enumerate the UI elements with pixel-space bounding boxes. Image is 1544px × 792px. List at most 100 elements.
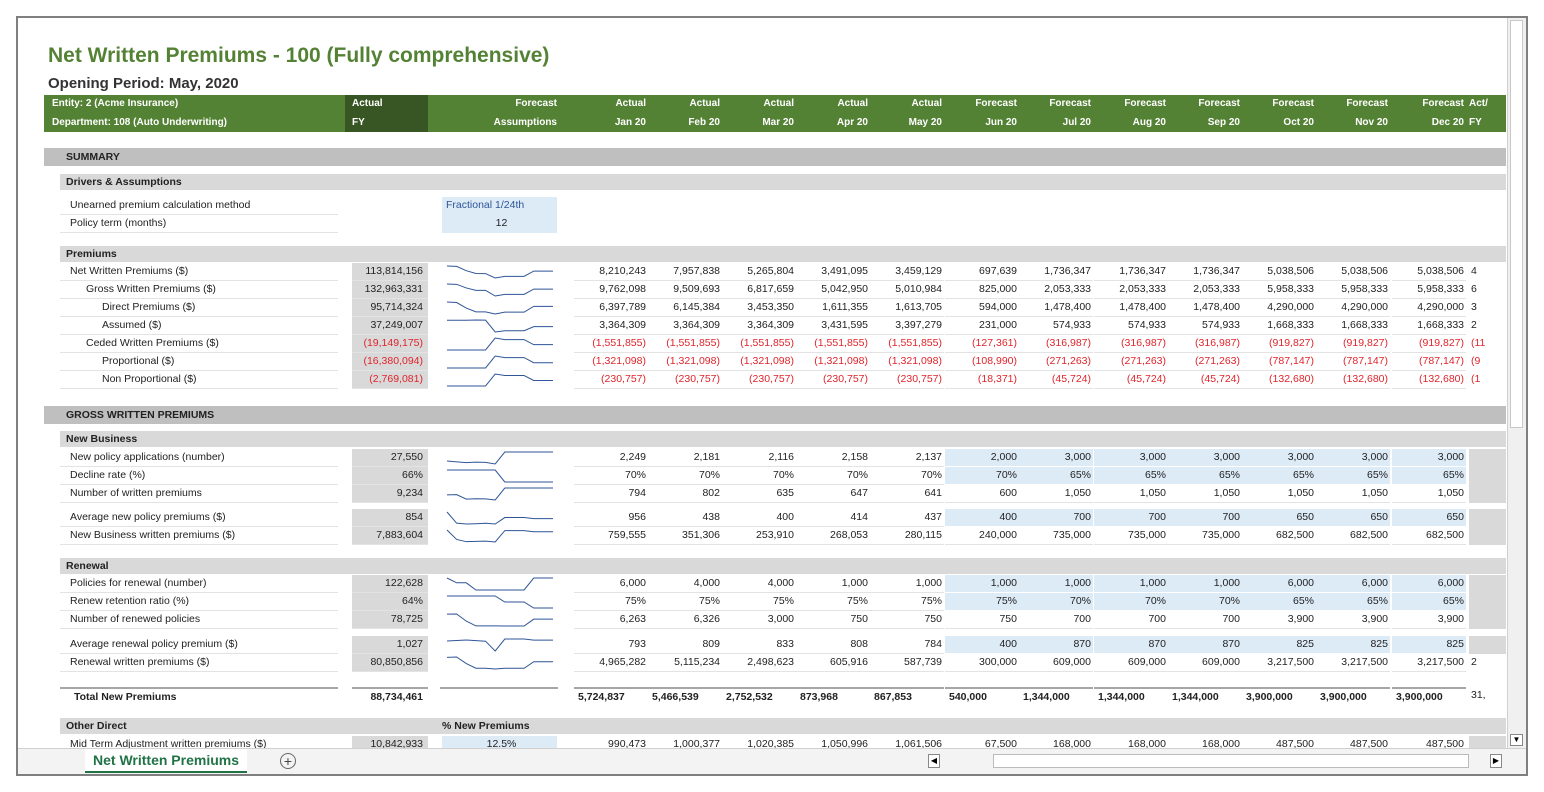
- month-cell: 2,053,333: [1168, 281, 1242, 299]
- month-cell: 600: [945, 485, 1019, 503]
- month-cell: 3,900: [1392, 611, 1466, 629]
- month-cell: 3,364,309: [648, 317, 722, 335]
- month-cell: 700: [1094, 509, 1168, 527]
- month-cell: 1,050: [1019, 485, 1093, 503]
- month-cell: 6,000: [1242, 575, 1316, 593]
- month-cell: (787,147): [1316, 353, 1390, 371]
- scroll-thumb[interactable]: [1510, 20, 1523, 428]
- month-cell: 487,500: [1316, 736, 1390, 748]
- next-column-cell: [1469, 636, 1506, 654]
- scroll-left[interactable]: ◀: [928, 754, 940, 768]
- sparkline: [447, 355, 553, 369]
- sparkline: [446, 577, 553, 591]
- month-cell: 1,000: [945, 575, 1019, 593]
- month-cell: 4,290,000: [1242, 299, 1316, 317]
- row-label: New Business written premiums ($): [60, 527, 338, 545]
- month-cell: 594,000: [945, 299, 1019, 317]
- assumption-cell: Fractional 1/24th: [442, 197, 557, 215]
- month-cell: (132,680): [1392, 371, 1466, 389]
- month-cell: 487,500: [1242, 736, 1316, 748]
- month-cell: 635: [722, 485, 796, 503]
- month-cell: 802: [648, 485, 722, 503]
- month-cell: 825: [1316, 636, 1390, 654]
- row-label: Number of renewed policies: [60, 611, 338, 629]
- next-column-cell: (11: [1471, 337, 1486, 349]
- tab-bar: Net Written Premiums + ◀ ▶: [18, 748, 1526, 774]
- month-cell: 700: [1168, 611, 1242, 629]
- month-cell: 67,500: [945, 736, 1019, 748]
- month-cell: (132,680): [1242, 371, 1316, 389]
- month-cell: 605,916: [796, 654, 870, 672]
- month-cell: 75%: [574, 593, 648, 611]
- fy-cell: 122,628: [352, 575, 428, 593]
- fy-cell: (16,380,094): [352, 353, 428, 371]
- section-bar: GROSS WRITTEN PREMIUMS: [44, 406, 1506, 424]
- fy-cell: 9,234: [352, 485, 428, 503]
- row-label: Mid Term Adjustment written premiums ($): [60, 736, 338, 748]
- month-cell: 3,453,350: [722, 299, 796, 317]
- month-cell: 1,668,333: [1392, 317, 1466, 335]
- month-cell: 1,050: [1168, 485, 1242, 503]
- month-cell: 1,000: [1168, 575, 1242, 593]
- month-cell: 75%: [796, 593, 870, 611]
- next-column-cell: [1469, 611, 1506, 629]
- month-cell: 5,038,506: [1316, 263, 1390, 281]
- month-cell: 1,061,506: [870, 736, 944, 748]
- month-cell: 253,910: [722, 527, 796, 545]
- month-cell: 825: [1242, 636, 1316, 654]
- month-cell: (1,551,855): [722, 335, 796, 353]
- fy-cell: 95,714,324: [352, 299, 428, 317]
- scroll-down[interactable]: ▼: [1510, 734, 1523, 746]
- assumption-cell: 12.5%: [442, 736, 557, 748]
- row-label: Number of written premiums: [60, 485, 338, 503]
- month-cell: 65%: [1168, 467, 1242, 485]
- next-column-cell: [1469, 575, 1506, 593]
- fy-cell: 132,963,331: [352, 281, 428, 299]
- next-column-cell: 2: [1471, 656, 1477, 668]
- month-cell: 70%: [870, 467, 944, 485]
- sparkline-line: [446, 301, 553, 315]
- column-header: Forecast: [1049, 98, 1091, 109]
- month-cell: 750: [796, 611, 870, 629]
- month-cell: 4,290,000: [1392, 299, 1466, 317]
- column-header: Forecast: [515, 98, 557, 109]
- month-cell: (271,263): [1168, 353, 1242, 371]
- next-column-cell: 31,: [1471, 689, 1486, 701]
- month-cell: 609,000: [1168, 654, 1242, 672]
- next-column-cell: [1469, 509, 1506, 527]
- next-column-cell: (9: [1471, 355, 1481, 367]
- month-cell: 2,137: [870, 449, 944, 467]
- scroll-right[interactable]: ▶: [1490, 754, 1502, 768]
- month-cell: 1,000,377: [648, 736, 722, 748]
- row-label: Policies for renewal (number): [60, 575, 338, 593]
- month-cell: 3,459,129: [870, 263, 944, 281]
- horizontal-scrollbar[interactable]: [993, 754, 1469, 768]
- month-cell: 487,500: [1392, 736, 1466, 748]
- month-cell: 574,933: [1168, 317, 1242, 335]
- month-cell: 75%: [870, 593, 944, 611]
- month-cell: (230,757): [870, 371, 944, 389]
- row-label: Total New Premiums: [60, 687, 338, 705]
- month-cell: 6,000: [574, 575, 648, 593]
- sparkline-line: [447, 595, 553, 609]
- month-cell: 3,000: [722, 611, 796, 629]
- month-cell: 873,968: [796, 687, 870, 705]
- column-header: Nov 20: [1355, 117, 1388, 128]
- column-header: Aug 20: [1132, 117, 1166, 128]
- month-cell: 5,724,837: [574, 687, 648, 705]
- row-label: Average renewal policy premium ($): [60, 636, 338, 654]
- month-cell: 70%: [574, 467, 648, 485]
- vertical-scrollbar[interactable]: ▼: [1507, 18, 1526, 748]
- month-cell: 1,050: [1316, 485, 1390, 503]
- row-label: Proportional ($): [60, 353, 338, 371]
- sheet-tab[interactable]: Net Written Premiums: [85, 749, 247, 773]
- add-sheet-button[interactable]: +: [280, 753, 296, 769]
- month-cell: 682,500: [1316, 527, 1390, 545]
- row-label: Policy term (months): [60, 215, 338, 233]
- column-header: Sep 20: [1207, 117, 1240, 128]
- month-cell: 587,739: [870, 654, 944, 672]
- month-cell: 70%: [1094, 593, 1168, 611]
- month-cell: 438: [648, 509, 722, 527]
- month-cell: 794: [574, 485, 648, 503]
- sparkline-line: [446, 451, 553, 465]
